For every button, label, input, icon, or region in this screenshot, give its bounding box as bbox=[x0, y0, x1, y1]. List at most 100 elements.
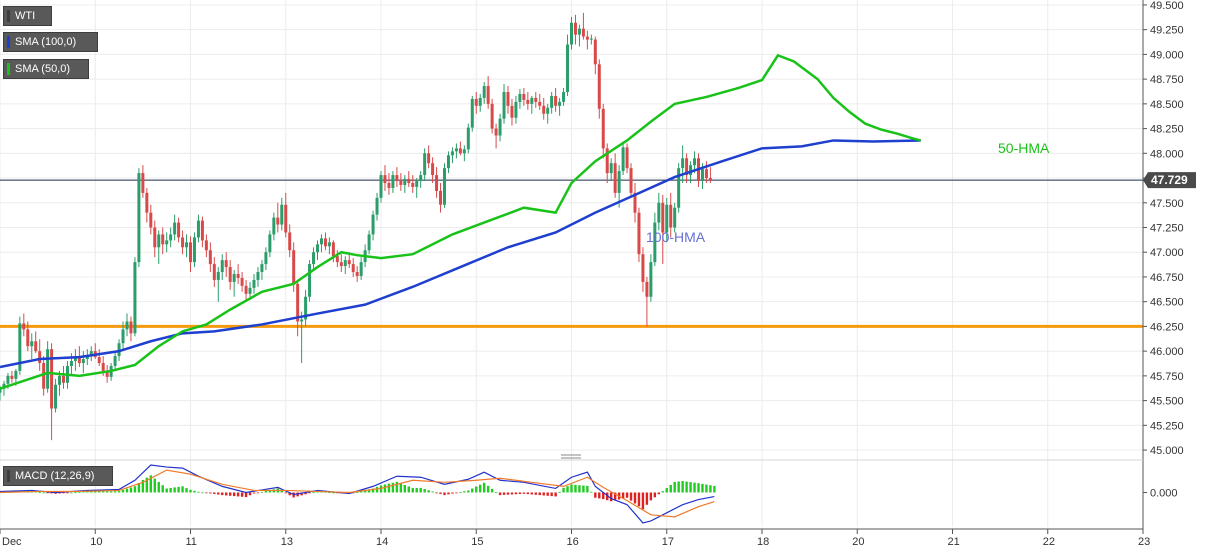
candle-body bbox=[570, 22, 573, 45]
candle-body bbox=[335, 256, 339, 263]
macd-histogram-bar bbox=[90, 491, 93, 493]
candle-body bbox=[411, 182, 415, 187]
macd-histogram-bar bbox=[609, 492, 613, 502]
y-tick-label: 49.000 bbox=[1150, 49, 1184, 61]
candle-body bbox=[419, 175, 423, 182]
candle-body bbox=[375, 197, 379, 215]
macd-histogram-bar bbox=[471, 488, 474, 493]
candle-body bbox=[189, 242, 192, 263]
y-tick-label: 45.500 bbox=[1150, 396, 1184, 408]
macd-histogram-bar bbox=[550, 492, 553, 497]
candle-body bbox=[443, 168, 446, 205]
candle-body bbox=[268, 234, 272, 253]
candle-body bbox=[101, 363, 105, 371]
candle-body bbox=[97, 357, 101, 364]
candle-body bbox=[391, 175, 395, 188]
candle-body bbox=[244, 285, 248, 294]
sma100-label: SMA (100,0) bbox=[15, 36, 77, 48]
macd-histogram-bar bbox=[530, 492, 534, 495]
macd-histogram-bar bbox=[359, 491, 363, 493]
y-tick-label: 48.750 bbox=[1150, 74, 1184, 86]
candle-body bbox=[657, 202, 661, 223]
macd-histogram bbox=[0, 475, 716, 510]
macd-histogram-bar bbox=[502, 492, 506, 495]
macd-axis-ticks: 0.000 bbox=[1143, 487, 1178, 499]
macd-histogram-bar bbox=[701, 483, 704, 493]
x-tick-label: 16 bbox=[567, 536, 579, 548]
candle-body bbox=[10, 375, 14, 379]
macd-histogram-bar bbox=[121, 489, 125, 493]
macd-histogram-bar bbox=[570, 484, 573, 493]
macd-legend[interactable]: MACD (12,26,9) bbox=[3, 466, 113, 486]
candle-body bbox=[470, 98, 474, 128]
candle-body bbox=[633, 192, 637, 213]
macd-histogram-bar bbox=[197, 491, 200, 493]
hma100-annotation: 100-HMA bbox=[646, 229, 706, 245]
macd-histogram-bar bbox=[669, 484, 672, 493]
macd-histogram-bar bbox=[463, 491, 466, 493]
candle-body bbox=[458, 148, 462, 154]
candle-body bbox=[121, 329, 125, 344]
y-tick-label: 46.000 bbox=[1150, 346, 1184, 358]
candle-body bbox=[54, 384, 58, 409]
candle-body bbox=[685, 158, 689, 176]
candle-body bbox=[133, 262, 137, 334]
instrument-legend[interactable]: WTI bbox=[3, 6, 52, 26]
macd-histogram-bar bbox=[399, 483, 403, 493]
sma100-legend[interactable]: SMA (100,0) bbox=[3, 32, 98, 52]
macd-histogram-bar bbox=[153, 478, 156, 493]
macd-histogram-bar bbox=[217, 492, 220, 495]
candle-body bbox=[347, 260, 351, 265]
candle-body bbox=[435, 175, 439, 191]
macd-histogram-bar bbox=[657, 492, 661, 495]
candle-body bbox=[387, 182, 391, 188]
macd-histogram-bar bbox=[506, 492, 510, 495]
macd-histogram-bar bbox=[431, 491, 434, 493]
candle-body bbox=[673, 207, 677, 228]
candle-body bbox=[260, 264, 264, 273]
macd-histogram-bar bbox=[439, 492, 442, 494]
candle-body bbox=[327, 242, 331, 247]
macd-histogram-bar bbox=[213, 492, 216, 495]
macd-histogram-bar bbox=[355, 492, 359, 493]
candle-body bbox=[248, 287, 252, 294]
candle-body bbox=[427, 153, 431, 164]
macd-histogram-bar bbox=[613, 492, 617, 501]
y-tick-label: 45.750 bbox=[1150, 371, 1184, 383]
macd-histogram-bar bbox=[38, 492, 41, 493]
pane-resize-handle[interactable] bbox=[561, 454, 581, 459]
macd-histogram-bar bbox=[228, 492, 232, 496]
macd-histogram-bar bbox=[50, 492, 53, 494]
candle-body bbox=[617, 171, 621, 193]
candle-body bbox=[482, 86, 486, 98]
candle-body bbox=[312, 252, 316, 265]
y-tick-label: 48.000 bbox=[1150, 148, 1184, 160]
macd-histogram-bar bbox=[677, 481, 680, 493]
candle-body bbox=[621, 147, 625, 172]
price-grid bbox=[0, 0, 1144, 527]
macd-histogram-bar bbox=[490, 488, 494, 493]
candle-body bbox=[609, 163, 613, 174]
x-tick-label: Dec bbox=[2, 536, 22, 548]
macd-histogram-bar bbox=[653, 492, 657, 498]
macd-histogram-bar bbox=[221, 492, 224, 496]
price-axis-ticks: 45.000 45.250 45.500 45.750 46.000 46.250 46.5… bbox=[1143, 0, 1184, 457]
macd-histogram-bar bbox=[661, 491, 664, 493]
candle-body bbox=[526, 99, 530, 104]
sma50-legend[interactable]: SMA (50,0) bbox=[3, 59, 89, 79]
candle-body bbox=[506, 91, 510, 106]
macd-histogram-bar bbox=[280, 490, 283, 493]
candle-body bbox=[589, 38, 593, 40]
candle-body bbox=[208, 250, 212, 265]
candle-body bbox=[252, 279, 256, 288]
macd-histogram-bar bbox=[562, 487, 565, 493]
candle-body bbox=[641, 254, 645, 282]
macd-histogram-bar bbox=[54, 492, 57, 494]
macd-histogram-bar bbox=[459, 492, 462, 493]
macd-histogram-bar bbox=[427, 490, 430, 493]
x-tick-label: 11 bbox=[186, 536, 197, 548]
macd-histogram-bar bbox=[645, 492, 649, 505]
candle-body bbox=[196, 220, 200, 238]
candle-body bbox=[145, 192, 149, 213]
